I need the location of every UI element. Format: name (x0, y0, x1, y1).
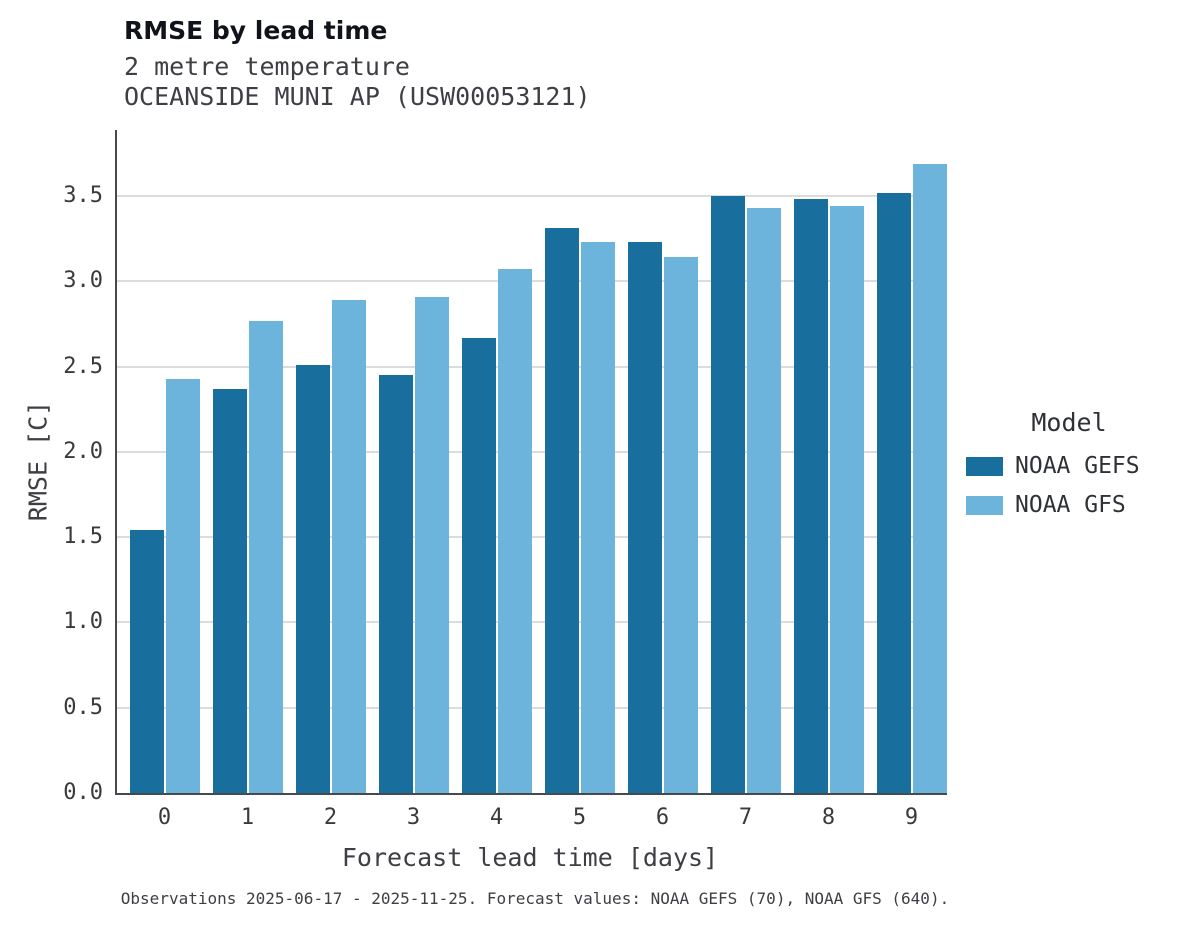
gridline (117, 621, 947, 624)
legend-item-noaa-gefs: NOAA GEFS (960, 453, 1178, 479)
legend-label: NOAA GFS (1015, 492, 1126, 518)
bar-noaa-gfs-day-6 (663, 257, 698, 793)
legend-swatch-icon (966, 456, 1003, 476)
bar-noaa-gfs-day-7 (746, 207, 781, 793)
bar-noaa-gefs-day-4 (461, 337, 496, 793)
y-tick-label: 1.0 (63, 609, 103, 635)
bar-noaa-gefs-day-9 (876, 192, 911, 793)
bar-noaa-gefs-day-7 (710, 196, 745, 793)
gridline (117, 450, 947, 453)
x-tick-label: 2 (323, 805, 338, 830)
y-tick-label: 3.5 (63, 183, 103, 209)
legend-title: Model (1031, 408, 1107, 437)
chart-subtitle-variable: 2 metre temperature (124, 52, 410, 81)
bar-noaa-gefs-day-2 (295, 364, 330, 793)
bar-noaa-gefs-day-1 (212, 388, 247, 793)
bar-noaa-gfs-day-8 (829, 206, 864, 793)
gridline (117, 195, 947, 198)
bar-noaa-gefs-day-3 (378, 375, 413, 793)
x-tick-label: 6 (655, 805, 670, 830)
x-tick-label: 3 (406, 805, 421, 830)
figure-caption: Observations 2025-06-17 - 2025-11-25. Fo… (120, 889, 950, 908)
plot-area: 0.0 0.5 1.0 1.5 2.0 2.5 3.0 3.5 0 1 2 3 4 5 6 7 8 9 (63, 130, 947, 830)
y-tick-label: 1.5 (63, 524, 103, 550)
x-tick-label: 5 (572, 805, 587, 830)
legend: Model NOAA GEFS NOAA GFS (960, 408, 1178, 531)
chart-subtitle-station: OCEANSIDE MUNI AP (USW00053121) (124, 82, 591, 111)
x-tick-label: 0 (157, 805, 172, 830)
bar-noaa-gfs-day-4 (497, 269, 532, 793)
legend-swatch-icon (966, 495, 1003, 515)
gridline (117, 536, 947, 539)
bar-noaa-gefs-day-8 (793, 199, 828, 793)
y-tick-label: 2.0 (63, 438, 103, 464)
y-tick-label: 3.0 (63, 268, 103, 294)
bar-noaa-gefs-day-5 (544, 228, 579, 793)
gridline (117, 706, 947, 709)
x-tick-label: 8 (821, 805, 836, 830)
x-tick-label: 4 (489, 805, 504, 830)
chart-title: RMSE by lead time (124, 16, 388, 45)
bar-noaa-gfs-day-1 (248, 320, 283, 793)
legend-items: NOAA GEFS NOAA GFS (960, 453, 1178, 518)
bar-noaa-gfs-day-3 (414, 296, 449, 793)
bar-noaa-gefs-day-6 (627, 242, 662, 793)
x-axis-label: Forecast lead time [days] (341, 843, 719, 872)
legend-item-noaa-gfs: NOAA GFS (960, 492, 1178, 518)
bar-noaa-gfs-day-0 (165, 378, 200, 793)
bar-noaa-gfs-day-5 (580, 242, 615, 793)
bar-noaa-gfs-day-9 (912, 163, 947, 793)
x-tick-label: 9 (904, 805, 919, 830)
gridline (117, 280, 947, 283)
bar-noaa-gfs-day-2 (331, 300, 366, 793)
gridline (117, 365, 947, 368)
y-tick-label: 0.5 (63, 694, 103, 720)
y-tick-label: 0.0 (63, 780, 103, 805)
x-tick-label: 1 (240, 805, 255, 830)
x-tick-label: 7 (738, 805, 753, 830)
bar-noaa-gefs-day-0 (129, 530, 164, 793)
legend-label: NOAA GEFS (1015, 453, 1140, 479)
y-tick-label: 2.5 (63, 353, 103, 379)
